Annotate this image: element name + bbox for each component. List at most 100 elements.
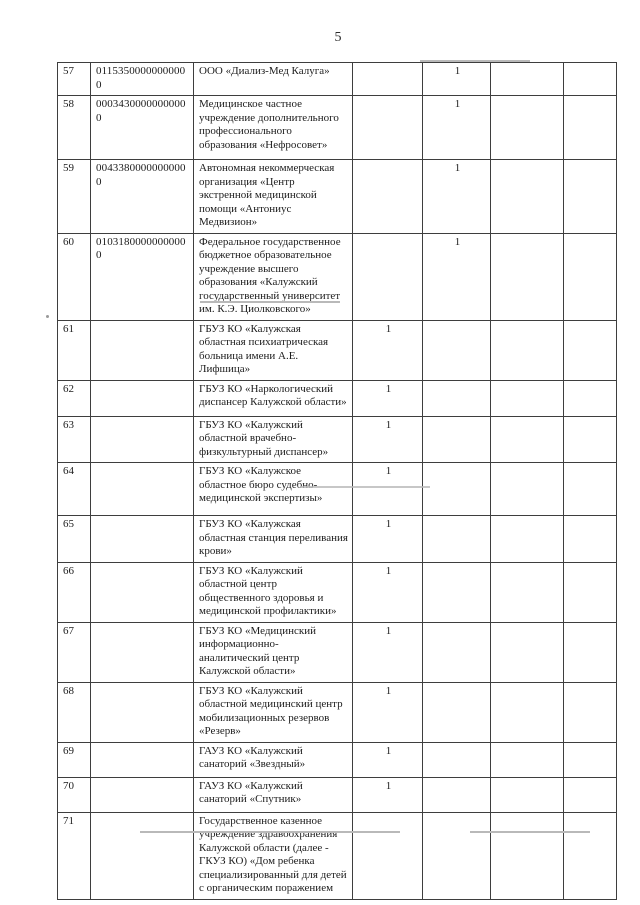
mark-cell-3 <box>490 741 564 778</box>
table-row: 61 ГБУЗ КО «Калужская областная психиатри… <box>57 319 617 381</box>
mark-cell-3 <box>490 681 564 743</box>
mark-cell-2 <box>422 776 491 813</box>
row-number-cell: 64 <box>57 462 91 516</box>
org-name-cell: ГБУЗ КО «Калужская областная станция пер… <box>193 515 353 563</box>
mark-cell-3 <box>490 776 564 813</box>
mark-cell-2 <box>422 462 491 516</box>
mark-cell-4 <box>563 232 617 321</box>
mark-cell-3 <box>490 232 564 321</box>
mark-cell-1: 1 <box>352 319 423 381</box>
mark-cell-2 <box>422 561 491 623</box>
mark-cell-2 <box>422 621 491 683</box>
mark-cell-3 <box>490 462 564 516</box>
table-body: 57 01153500000000000 ООО «Диализ-Мед Калуг… <box>57 62 617 900</box>
mark-cell-1 <box>352 232 423 321</box>
row-number-cell: 71 <box>57 811 91 900</box>
mark-cell-4 <box>563 776 617 813</box>
row-number-cell: 66 <box>57 561 91 623</box>
mark-cell-3 <box>490 561 564 623</box>
org-name-cell: ГБУЗ КО «Калужский областной медицинский… <box>193 681 353 743</box>
table-row: 63 ГБУЗ КО «Калужский областной врачебно-… <box>57 415 617 463</box>
org-name-cell: ГАУЗ КО «Калужский санаторий «Спутник» <box>193 776 353 813</box>
code-cell <box>90 415 194 463</box>
org-name-cell: ГБУЗ КО «Калужская областная психиатриче… <box>193 319 353 381</box>
row-number-cell: 63 <box>57 415 91 463</box>
mark-cell-4 <box>563 159 617 234</box>
mark-cell-4 <box>563 561 617 623</box>
mark-cell-2: 1 <box>422 95 491 160</box>
mark-cell-3 <box>490 621 564 683</box>
table-row: 67 ГБУЗ КО «Медицинский информационно-ана… <box>57 621 617 683</box>
mark-cell-1: 1 <box>352 379 423 417</box>
mark-cell-3 <box>490 319 564 381</box>
table-row: 69 ГАУЗ КО «Калужский санаторий «Звездный… <box>57 741 617 778</box>
mark-cell-1: 1 <box>352 462 423 516</box>
mark-cell-4 <box>563 621 617 683</box>
mark-cell-1: 1 <box>352 621 423 683</box>
code-cell <box>90 741 194 778</box>
mark-cell-3 <box>490 95 564 160</box>
mark-cell-2 <box>422 319 491 381</box>
row-number-cell: 62 <box>57 379 91 417</box>
organizations-table: 57 01153500000000000 ООО «Диализ-Мед Калуг… <box>57 62 617 900</box>
org-name-cell: ГБУЗ КО «Калужский областной врачебно-фи… <box>193 415 353 463</box>
mark-cell-2 <box>422 415 491 463</box>
table-row: 64 ГБУЗ КО «Калужское областное бюро суде… <box>57 462 617 516</box>
table-row: 58 00034300000000000 Медицинское частное у… <box>57 95 617 160</box>
code-cell <box>90 561 194 623</box>
scan-artifact <box>46 315 49 318</box>
mark-cell-1 <box>352 62 423 96</box>
code-cell <box>90 681 194 743</box>
mark-cell-1: 1 <box>352 741 423 778</box>
mark-cell-2 <box>422 515 491 563</box>
table-row: 62 ГБУЗ КО «Наркологический диспансер Кал… <box>57 379 617 417</box>
table-row: 65 ГБУЗ КО «Калужская областная станция п… <box>57 515 617 563</box>
table-row: 70 ГАУЗ КО «Калужский санаторий «Спутник»… <box>57 776 617 813</box>
mark-cell-2 <box>422 811 491 900</box>
mark-cell-4 <box>563 95 617 160</box>
row-number-cell: 69 <box>57 741 91 778</box>
mark-cell-2: 1 <box>422 62 491 96</box>
mark-cell-2: 1 <box>422 232 491 321</box>
row-number-cell: 58 <box>57 95 91 160</box>
mark-cell-2 <box>422 681 491 743</box>
mark-cell-1: 1 <box>352 415 423 463</box>
mark-cell-1 <box>352 95 423 160</box>
code-cell: 00034300000000000 <box>90 95 194 160</box>
org-name-cell: ГБУЗ КО «Калужский областной центр общес… <box>193 561 353 623</box>
row-number-cell: 57 <box>57 62 91 96</box>
code-cell <box>90 776 194 813</box>
mark-cell-2 <box>422 741 491 778</box>
row-number-cell: 61 <box>57 319 91 381</box>
code-cell: 01153500000000000 <box>90 62 194 96</box>
row-number-cell: 70 <box>57 776 91 813</box>
table-row: 68 ГБУЗ КО «Калужский областной медицинск… <box>57 681 617 743</box>
mark-cell-4 <box>563 811 617 900</box>
mark-cell-4 <box>563 62 617 96</box>
org-name-cell: ГБУЗ КО «Калужское областное бюро судебн… <box>193 462 353 516</box>
mark-cell-4 <box>563 319 617 381</box>
code-cell: 00433800000000000 <box>90 159 194 234</box>
mark-cell-4 <box>563 515 617 563</box>
code-cell <box>90 515 194 563</box>
table-row: 71 Государственное казенное учреждение зд… <box>57 811 617 900</box>
mark-cell-2 <box>422 379 491 417</box>
mark-cell-1: 1 <box>352 515 423 563</box>
mark-cell-4 <box>563 379 617 417</box>
org-name-cell: ГАУЗ КО «Калужский санаторий «Звездный» <box>193 741 353 778</box>
mark-cell-4 <box>563 681 617 743</box>
page-number: 5 <box>334 30 342 45</box>
mark-cell-3 <box>490 62 564 96</box>
row-number-cell: 60 <box>57 232 91 321</box>
org-name-cell: Государственное казенное учреждение здра… <box>193 811 353 900</box>
org-name-cell: ГБУЗ КО «Наркологический диспансер Калуж… <box>193 379 353 417</box>
row-number-cell: 59 <box>57 159 91 234</box>
table-row: 60 01031800000000000 Федеральное государст… <box>57 232 617 321</box>
mark-cell-4 <box>563 741 617 778</box>
org-name-cell: ООО «Диализ-Мед Калуга» <box>193 62 353 96</box>
mark-cell-3 <box>490 159 564 234</box>
code-cell <box>90 811 194 900</box>
org-name-cell: Федеральное государственное бюджетное об… <box>193 232 353 321</box>
mark-cell-1: 1 <box>352 561 423 623</box>
mark-cell-1: 1 <box>352 776 423 813</box>
